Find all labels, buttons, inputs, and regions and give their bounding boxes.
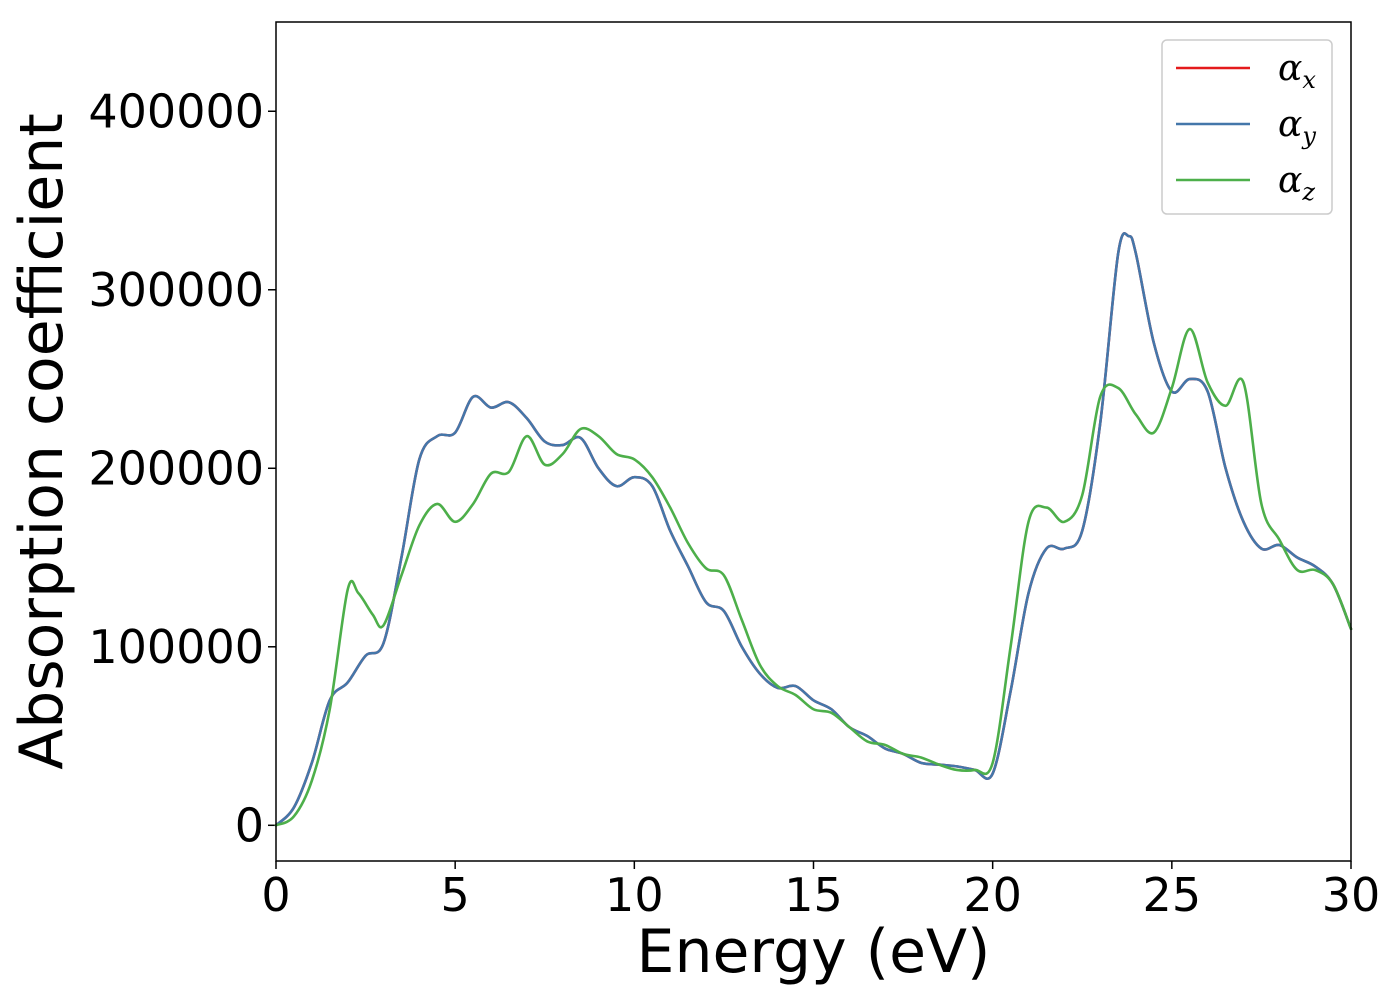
- y-axis-label: Absorption coefficient: [7, 113, 77, 770]
- legend-label-subscript: x: [1302, 66, 1316, 94]
- y-tick-label: 400000: [88, 84, 264, 138]
- y-tick-label: 300000: [88, 263, 264, 317]
- x-tick-label: 25: [1143, 868, 1202, 922]
- legend-box: [1161, 39, 1333, 215]
- series-line-z: [274, 327, 1353, 827]
- y-axis-ticks: 0 100000 200000 300000 400000: [88, 84, 276, 852]
- y-tick-label: 0: [235, 798, 264, 852]
- legend-label-subscript: y: [1301, 122, 1316, 150]
- series-line-x: [274, 232, 1353, 827]
- series-layer: [274, 232, 1353, 827]
- x-tick-label: 5: [441, 868, 470, 922]
- x-tick-label: 15: [784, 868, 843, 922]
- series-line-y: [274, 232, 1353, 827]
- x-axis-ticks: 0 5 10 15 20 25 30: [261, 861, 1380, 922]
- x-tick-label: 10: [605, 868, 664, 922]
- y-tick-label: 100000: [88, 620, 264, 674]
- legend-label-subscript: z: [1301, 178, 1315, 206]
- x-axis-label: Energy (eV): [637, 917, 991, 987]
- plot-frame: [275, 21, 1352, 862]
- x-tick-label: 0: [261, 868, 290, 922]
- x-tick-label: 20: [963, 868, 1022, 922]
- y-tick-label: 200000: [88, 441, 264, 495]
- x-tick-label: 30: [1322, 868, 1381, 922]
